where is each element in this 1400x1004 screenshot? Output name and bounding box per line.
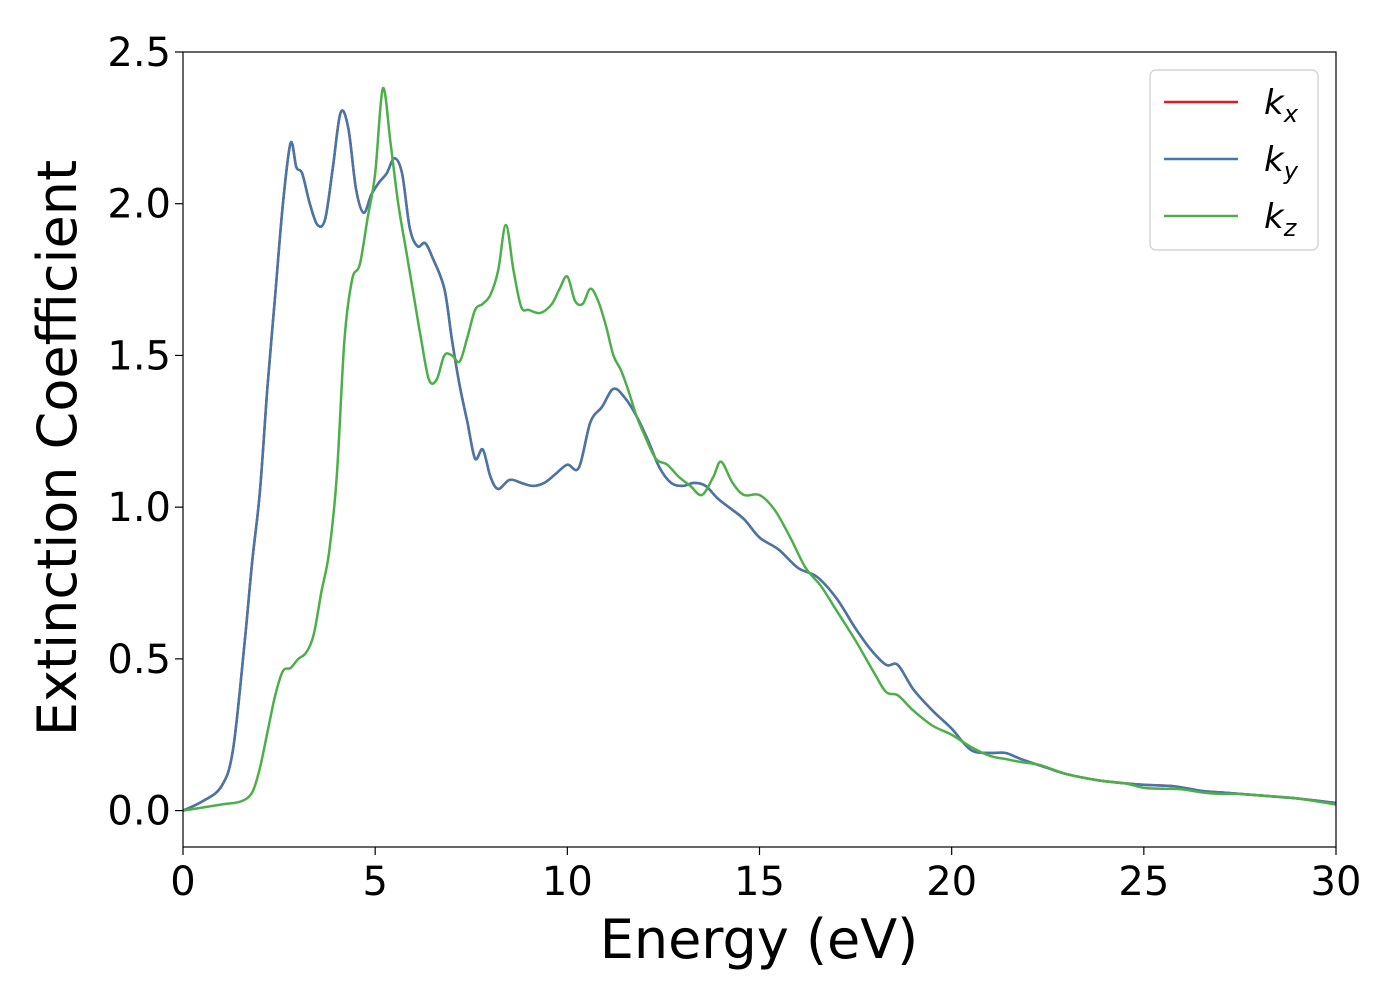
y-tick-label: 1.0 <box>107 485 171 531</box>
x-tick-label: 25 <box>1118 859 1169 905</box>
series-line-z <box>183 87 1336 812</box>
legend-label-z: kz <box>1264 197 1298 242</box>
x-tick-label: 5 <box>362 859 387 905</box>
axis-layer: 0 5 10 15 20 25 30 0.0 0.5 1.0 1.5 2.0 2.5 <box>107 30 1361 905</box>
legend: kx ky kz <box>1149 69 1319 251</box>
y-tick-label: 1.5 <box>107 333 171 379</box>
x-tick-label: 10 <box>542 859 593 905</box>
legend-label-x: kx <box>1264 83 1299 128</box>
y-tick-label: 2.0 <box>107 182 171 228</box>
y-axis-label: Extinction Coefficient <box>26 160 89 736</box>
x-tick-label: 30 <box>1311 859 1362 905</box>
plot-layer <box>183 87 1336 812</box>
series-lines <box>183 87 1336 812</box>
x-tick-label: 0 <box>170 859 195 905</box>
x-axis-label: Energy (eV) <box>600 908 919 971</box>
y-tick-label: 2.5 <box>107 30 171 76</box>
x-tick-label: 15 <box>734 859 785 905</box>
y-tick-label: 0.5 <box>107 637 171 683</box>
x-tick-label: 20 <box>926 859 977 905</box>
legend-label-y: ky <box>1264 140 1299 185</box>
y-tick-label: 0.0 <box>107 789 171 835</box>
